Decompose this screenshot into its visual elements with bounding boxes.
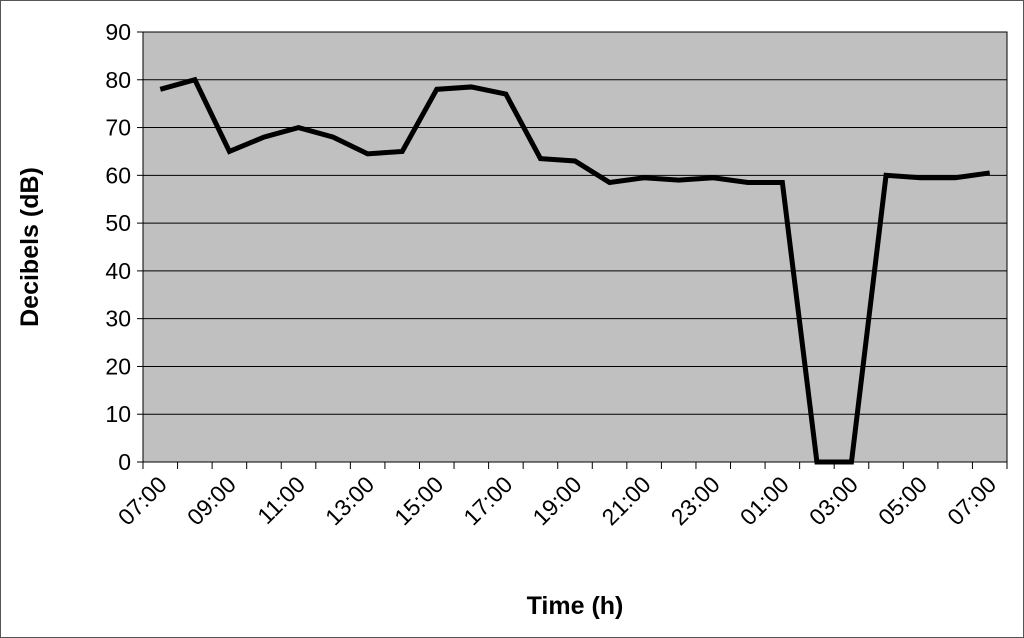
y-tick-label: 80 [105, 67, 131, 93]
data-line [159, 76, 991, 465]
x-axis-title: Time (h) [527, 592, 624, 620]
y-tick-label: 90 [105, 19, 131, 45]
y-tick-label: 30 [105, 306, 131, 332]
y-tick-label: 0 [118, 449, 131, 475]
y-tick-label: 70 [105, 115, 131, 141]
plot-area [142, 31, 1008, 463]
y-tick-label: 40 [105, 258, 131, 284]
y-axis-title: Decibels (dB) [16, 167, 44, 327]
y-tick-label: 50 [105, 210, 131, 236]
y-tick-label: 60 [105, 162, 131, 188]
y-tick-label: 20 [105, 353, 131, 379]
y-tick-label: 10 [105, 401, 131, 427]
